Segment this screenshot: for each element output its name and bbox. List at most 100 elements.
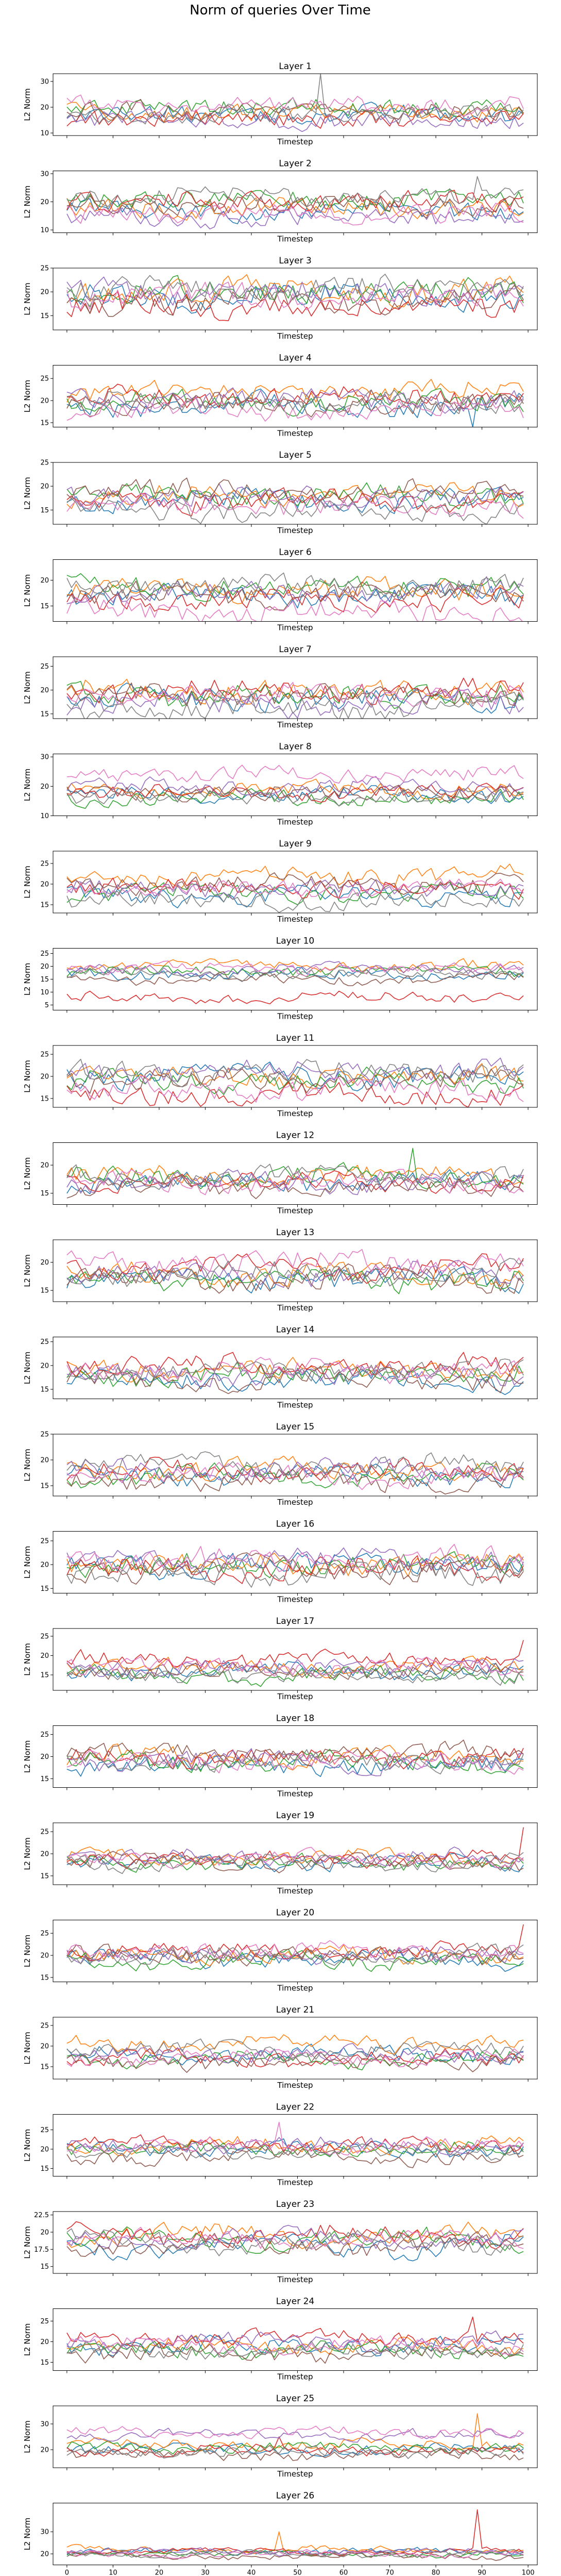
y-tick-label: 25 (40, 2022, 49, 2030)
y-tick-label: 25 (40, 2126, 49, 2134)
series-line-5 (66, 1946, 524, 1965)
y-axis-label: L2 Norm (23, 963, 32, 996)
y-tick-label: 15 (40, 603, 49, 610)
series-line-8 (66, 497, 524, 524)
x-tick-label: 50 (293, 2569, 302, 2576)
y-axis-label: L2 Norm (23, 1060, 32, 1093)
y-tick-label: 25 (40, 1829, 49, 1836)
y-tick-label: 20 (40, 1851, 49, 1858)
y-tick-label: 10 (40, 130, 49, 138)
axes-frame (53, 1239, 538, 1302)
y-axis-label: L2 Norm (23, 1254, 32, 1287)
series-line-8 (66, 1852, 524, 1874)
x-axis-label: Timestep (277, 1206, 313, 1216)
x-axis-label: Timestep (277, 1886, 313, 1896)
y-tick-label: 30 (40, 2421, 49, 2429)
subplot-title: Layer 26 (276, 2491, 314, 2501)
y-tick-label: 10 (40, 812, 49, 820)
x-axis-label: Timestep (277, 1789, 313, 1799)
y-axis-label: L2 Norm (23, 1643, 32, 1676)
y-tick-label: 20 (40, 2338, 49, 2346)
subplot-title: Layer 12 (276, 1131, 314, 1141)
y-tick-label: 15 (40, 1095, 49, 1103)
y-tick-label: 15 (40, 1386, 49, 1394)
subplot-title: Layer 9 (279, 839, 312, 849)
series-line-4 (66, 2436, 524, 2457)
y-tick-label: 20 (40, 881, 49, 889)
subplot-title: Layer 16 (276, 1519, 314, 1530)
y-tick-label: 20 (40, 1162, 49, 1170)
series-line-8 (66, 788, 524, 807)
y-axis-label: L2 Norm (23, 574, 32, 607)
y-axis-label: L2 Norm (23, 282, 32, 315)
series-line-7 (66, 492, 524, 519)
series-line-8 (66, 1258, 524, 1287)
subplot-title: Layer 4 (279, 353, 312, 363)
subplot-title: Layer 13 (276, 1227, 314, 1238)
subplot-title: Layer 7 (279, 644, 312, 655)
axes-frame (53, 559, 538, 622)
series-line-1 (66, 2334, 524, 2357)
x-axis-label: Timestep (277, 1012, 313, 1021)
subplot-layer-21: Layer 21 15 20 25 Timestep L2 Norm (23, 2005, 538, 2090)
series-line-2 (66, 2413, 524, 2452)
series-line-8 (66, 2445, 524, 2459)
y-tick-label: 15 (40, 312, 49, 320)
series-line-3 (66, 1749, 524, 1774)
subplot-layer-7: Layer 7 15 20 25 Timestep L2 Norm (23, 644, 538, 729)
subplot-title: Layer 8 (279, 742, 312, 752)
axes-frame (53, 2503, 538, 2565)
series-line-7 (66, 1357, 524, 1384)
y-axis-label: L2 Norm (23, 477, 32, 510)
series-group (66, 477, 524, 524)
y-tick-label: 20 (40, 577, 49, 585)
series-group (66, 2034, 524, 2073)
y-tick-label: 25 (40, 1537, 49, 1545)
series-line-7 (66, 94, 524, 117)
x-axis-label: Timestep (277, 1401, 313, 1410)
series-line-4 (66, 190, 524, 213)
x-axis-label: Timestep (277, 331, 313, 341)
y-axis-label: L2 Norm (23, 1157, 32, 1190)
y-tick-label: 25 (40, 2318, 49, 2325)
x-tick-label: 40 (247, 2569, 256, 2576)
axes-frame (53, 2211, 538, 2274)
y-axis-label: L2 Norm (23, 1837, 32, 1870)
subplot-title: Layer 17 (276, 1616, 314, 1626)
y-tick-label: 20 (40, 1561, 49, 1569)
x-axis-label: Timestep (277, 137, 313, 146)
series-line-6 (66, 195, 524, 219)
series-line-7 (66, 397, 524, 422)
series-group (66, 1057, 524, 1107)
series-line-6 (66, 785, 524, 803)
y-tick-label: 25 (40, 1338, 49, 1346)
y-tick-label: 22.5 (34, 2212, 49, 2219)
x-tick-label: 0 (65, 2569, 69, 2576)
series-line-6 (66, 1469, 524, 1495)
series-line-7 (66, 1169, 524, 1195)
series-line-7 (66, 2425, 524, 2439)
series-line-3 (66, 1067, 524, 1095)
x-tick-label: 60 (339, 2569, 348, 2576)
subplot-layer-9: Layer 9 15 20 25 Timestep L2 Norm (23, 839, 538, 924)
series-line-5 (66, 2428, 524, 2443)
axes-frame (53, 365, 538, 427)
series-line-5 (66, 1847, 524, 1867)
y-tick-label: 15 (40, 419, 49, 427)
axes-frame (53, 1337, 538, 1399)
series-line-2 (66, 1743, 524, 1771)
series-line-8 (66, 692, 524, 719)
y-tick-label: 15 (40, 2263, 49, 2271)
y-tick-label: 25 (40, 663, 49, 671)
series-line-4 (66, 108, 524, 129)
x-tick-label: 100 (522, 2569, 535, 2576)
series-group (66, 677, 524, 719)
subplot-title: Layer 15 (276, 1422, 314, 1432)
series-line-7 (66, 1249, 524, 1276)
series-line-8 (66, 1558, 524, 1588)
series-line-8 (66, 2549, 524, 2558)
series-line-8 (66, 572, 524, 597)
subplot-layer-12: Layer 12 15 20 Timestep L2 Norm (23, 1131, 538, 1216)
series-line-1 (66, 581, 524, 609)
series-line-8 (66, 891, 524, 913)
